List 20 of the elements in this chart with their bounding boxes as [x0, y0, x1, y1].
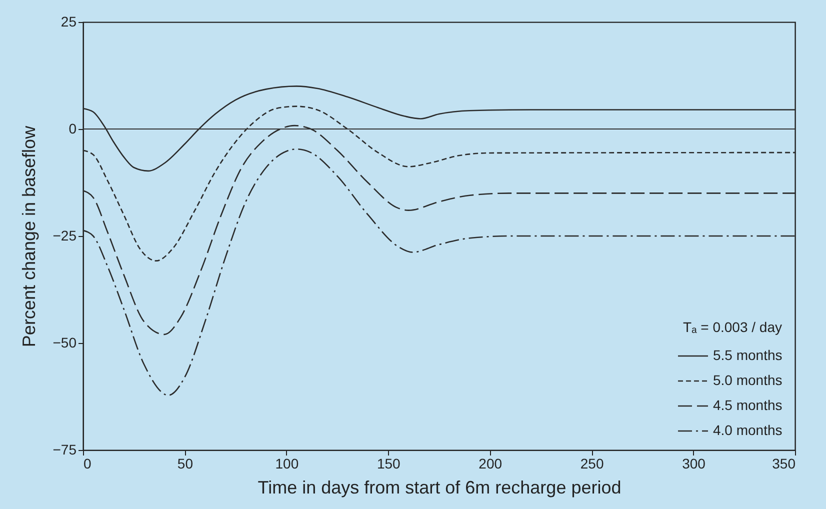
y-tick-label: −75: [52, 442, 77, 458]
legend-label: 5.5 months: [713, 347, 782, 363]
y-tick-label: −25: [52, 228, 77, 244]
x-tick-label: 150: [376, 456, 401, 472]
x-tick-label: 350: [772, 456, 796, 472]
x-tick-label: 100: [275, 456, 299, 472]
x-tick-label: 50: [177, 456, 194, 472]
y-tick-label: 0: [68, 120, 77, 136]
x-tick-label: 200: [478, 456, 502, 472]
x-tick-label: 250: [580, 456, 604, 472]
y-tick-label: 25: [60, 14, 77, 30]
legend-title: Tₐ = 0.003 / day: [683, 319, 782, 335]
x-axis-title: Time in days from start of 6m recharge period: [258, 478, 622, 498]
legend-label: 5.0 months: [713, 372, 782, 388]
y-tick-label: −50: [52, 334, 77, 350]
legend-label: 4.0 months: [713, 422, 782, 438]
x-tick-label: 0: [84, 456, 92, 472]
y-axis-title: Percent change in baseflow: [18, 124, 39, 348]
legend-label: 4.5 months: [713, 397, 782, 413]
x-tick-label: 300: [682, 456, 706, 472]
